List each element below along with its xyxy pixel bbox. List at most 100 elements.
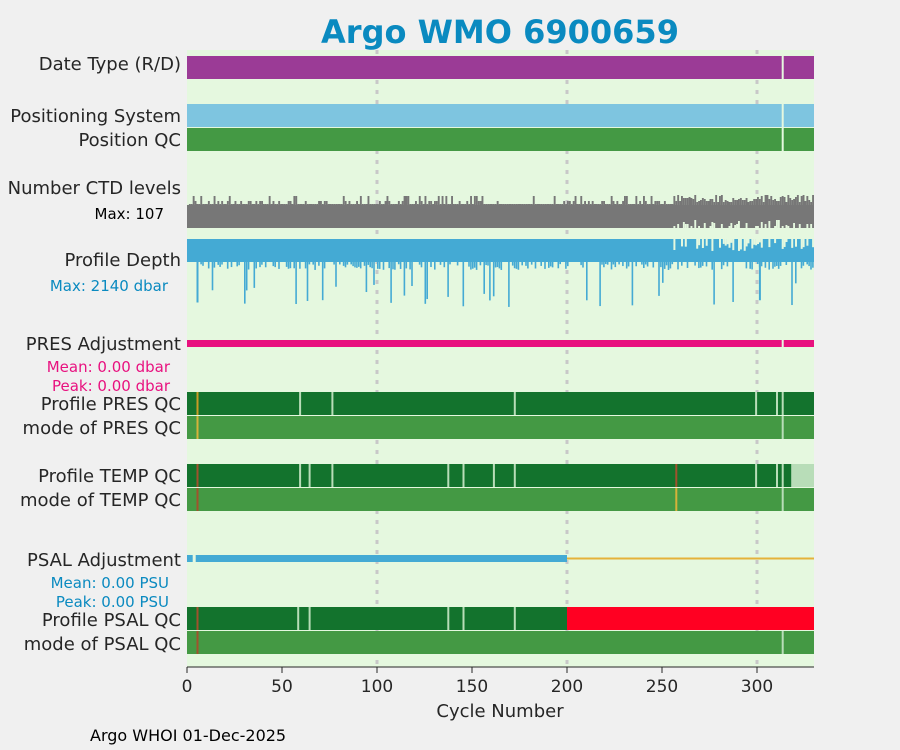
profile-psal-qc-mark-0 [196,607,199,630]
ctd-levels-base [187,205,814,228]
mode-temp-qc-mark-1 [675,488,678,511]
depth-spike-327 [808,262,810,267]
depth-spike-318 [791,262,793,306]
ctd-level-55 [291,204,294,205]
ctd-level-289 [736,200,738,205]
depth-spike-123 [420,262,423,268]
x-tick-label-150: 150 [456,677,488,697]
depth-notch-297 [751,239,754,249]
ctd-level-148 [468,204,471,205]
mode-temp-qc-mark-2 [781,488,784,511]
ctd-level-221 [606,204,609,205]
depth-spike-101 [378,262,381,269]
depth-spike-98 [373,262,375,285]
ctd-level-291 [739,198,742,205]
ctd-level-280 [719,196,721,205]
depth-spike-114 [403,262,406,296]
depth-spike-248 [658,262,660,296]
depth-spike-149 [470,262,472,270]
ctd-level-dip-285 [728,226,731,228]
depth-spike-154 [479,262,482,266]
ctd-level-78 [335,204,338,205]
depth-spike-62 [304,262,307,269]
depth-spike-310 [776,262,778,266]
depth-spike-163 [496,262,499,268]
ctd-level-59 [299,204,301,205]
ctd-level-182 [532,196,535,205]
ctd-level-255 [671,204,674,205]
depth-notch-291 [739,239,742,250]
profile-pres-qc-mark-0 [196,392,199,415]
pres-adjustment-gap-0 [781,340,784,347]
ctd-level-205 [576,204,579,205]
ctd-level-dip-294 [745,223,748,228]
depth-spike-250 [662,262,664,283]
pres-mean-note: Mean: 0.00 dbar [47,358,171,376]
ctd-level-92 [361,204,364,205]
depth-spike-94 [365,262,368,293]
x-tick-label-50: 50 [271,677,293,697]
ctd-level-35 [253,204,256,205]
depth-spike-242 [646,262,649,267]
depth-spike-161 [492,262,495,297]
ctd-level-39 [261,201,263,205]
depth-spike-263 [686,262,689,268]
ctd-level-dip-315 [785,225,788,228]
depth-spike-17 [219,262,221,267]
depth-spike-118 [411,262,413,286]
ctd-level-187 [542,204,545,205]
ctd-level-257 [675,201,678,205]
depth-spike-32 [247,262,250,270]
ctd-level-91 [359,196,362,205]
depth-spike-14 [213,262,216,268]
ctd-level-279 [717,202,719,205]
ctd-level-274 [707,201,710,205]
ctd-level-dip-316 [787,226,790,228]
depth-spike-309 [774,262,776,267]
ctd-level-145 [462,204,465,205]
psal-peak-note: Peak: 0.00 PSU [56,593,169,611]
ctd-level-188 [544,204,547,205]
ctd-level-275 [709,199,712,205]
ctd-level-dip-310 [776,220,778,228]
depth-base [187,239,814,262]
ctd-level-dip-302 [760,222,763,228]
ctd-level-5 [196,204,199,205]
ctd-level-302 [760,196,763,205]
ctd-level-304 [764,195,767,205]
ctd-level-215 [595,204,598,205]
ctd-level-283 [724,200,727,205]
depth-spike-156 [483,262,485,294]
depth-spike-172 [513,262,516,269]
depth-spike-38 [259,262,261,268]
depth-spike-164 [498,262,501,269]
ctd-level-13 [211,204,214,205]
depth-spike-249 [660,262,662,268]
ctd-level-133 [439,204,442,205]
depth-spike-138 [449,262,451,265]
depth-spike-158 [487,262,489,266]
ctd-level-235 [633,204,636,205]
profile-temp-qc-mark-10 [776,464,778,487]
ctd-level-124 [422,204,425,205]
profile-temp-qc-mark-0 [196,464,199,487]
ctd-level-206 [578,204,581,205]
ctd-level-256 [673,196,676,205]
ctd-level-141 [454,204,457,205]
ctd-level-306 [768,199,771,205]
ctd-level-190 [548,204,550,205]
depth-spike-241 [644,262,647,265]
ctd-level-322 [798,202,801,205]
depth-spike-128 [430,262,432,268]
ctd-level-73 [325,201,328,205]
ctd-level-285 [728,202,731,205]
x-tick-label-250: 250 [646,677,678,697]
ctd-level-309 [774,199,776,205]
ctd-level-227 [618,204,621,205]
depth-notch-273 [705,239,708,246]
depth-spike-13 [211,262,214,291]
depth-spike-111 [397,262,400,265]
ctd-level-86 [350,204,353,205]
ctd-level-138 [449,204,452,205]
depth-notch-287 [732,239,735,251]
